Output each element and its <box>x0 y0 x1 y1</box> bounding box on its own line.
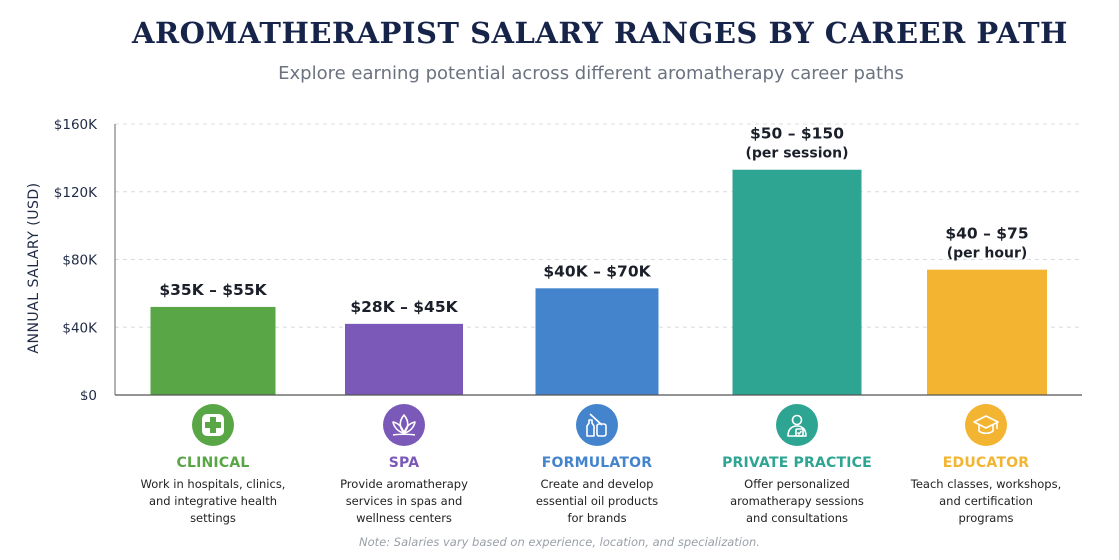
bar-value-label: $40K – $70K <box>543 262 651 280</box>
bar-value-label: $50 – $150 <box>750 125 844 143</box>
bar-private-practice <box>732 169 862 395</box>
bar-formulator <box>535 288 659 395</box>
category-name: EDUCATOR <box>942 455 1030 471</box>
bar-spa <box>345 323 463 395</box>
bar-value-sublabel: (per hour) <box>947 246 1028 262</box>
y-tick-label: $80K <box>62 253 98 269</box>
bar-value-label: $35K – $55K <box>159 281 267 299</box>
y-tick-label: $0 <box>80 388 97 400</box>
category-spa: SPA Provide aromatherapy services in spa… <box>299 400 509 527</box>
y-axis-label: ANNUAL SALARY (USD) <box>26 182 42 353</box>
chart-subtitle: Explore earning potential across differe… <box>278 63 904 84</box>
category-name: PRIVATE PRACTICE <box>722 455 872 471</box>
category-clinical: CLINICAL Work in hospitals, clinics, and… <box>108 400 318 527</box>
category-description: Offer personalized aromatherapy sessions… <box>730 477 864 525</box>
category-description: Teach classes, workshops, and certificat… <box>910 477 1062 525</box>
y-axis-ticks: $0 $40K $80K $120K $160K <box>54 117 98 400</box>
category-formulator: FORMULATOR Create and develop essential … <box>492 400 702 527</box>
category-private-practice: PRIVATE PRACTICE Offer personalized arom… <box>692 400 902 527</box>
bar-value-label: $28K – $45K <box>350 298 458 316</box>
lotus-icon <box>383 404 425 446</box>
category-description: Work in hospitals, clinics, and integrat… <box>140 477 286 525</box>
category-name: CLINICAL <box>176 455 250 471</box>
y-tick-label: $160K <box>54 117 98 133</box>
graduation-cap-icon <box>965 404 1007 446</box>
practitioner-clipboard-icon <box>776 404 818 446</box>
bar-clinical <box>150 306 276 395</box>
bars <box>150 169 1047 395</box>
bar-value-labels: $35K – $55K $28K – $45K $40K – $70K $50 – $… <box>159 125 1028 316</box>
category-educator: EDUCATOR Teach classes, workshops, and c… <box>881 400 1091 527</box>
bar-educator <box>927 269 1047 395</box>
footnote: Note: Salaries vary based on experience,… <box>359 535 760 549</box>
category-description: Create and develop essential oil product… <box>535 477 659 525</box>
y-tick-label: $40K <box>62 320 98 336</box>
oil-bottles-icon <box>576 404 618 446</box>
category-description: Provide aromatherapy services in spas an… <box>340 477 468 525</box>
bar-value-sublabel: (per session) <box>746 146 849 162</box>
chart-title: AROMATHERAPIST SALARY RANGES BY CAREER P… <box>132 16 1068 50</box>
medical-cross-icon <box>192 404 234 446</box>
y-tick-label: $120K <box>54 185 98 201</box>
bar-value-label: $40 – $75 <box>945 225 1028 243</box>
category-name: FORMULATOR <box>541 455 653 471</box>
salary-bar-chart: $0 $40K $80K $120K $160K ANNUAL SALARY (USD)… <box>26 117 1082 400</box>
category-name: SPA <box>388 455 420 471</box>
